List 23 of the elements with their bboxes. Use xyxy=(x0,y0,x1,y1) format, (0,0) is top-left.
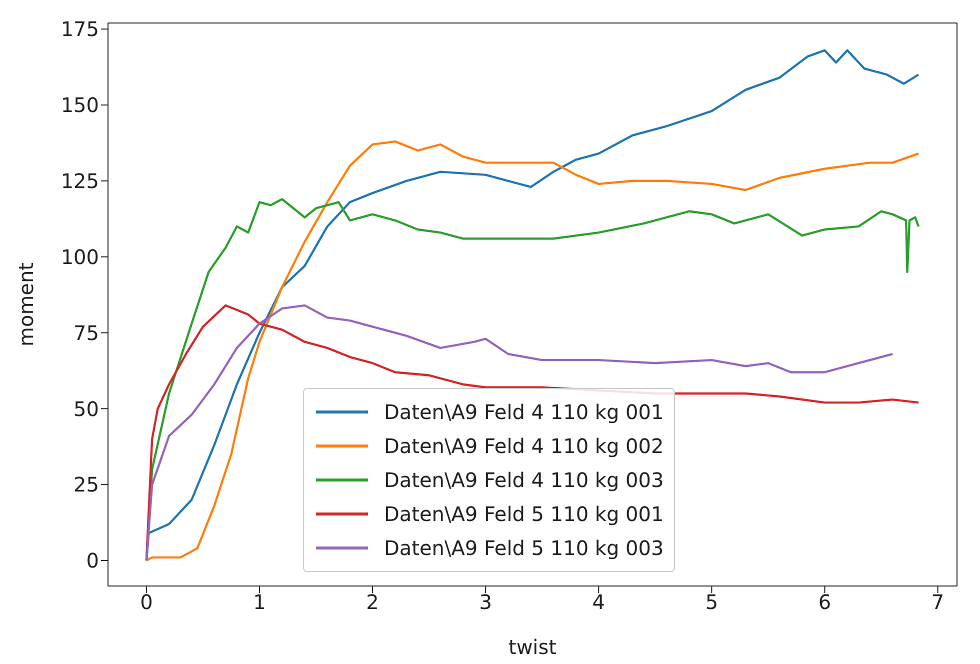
y-tick-label: 100 xyxy=(60,244,99,269)
legend-label: Daten\A9 Feld 4 110 kg 001 xyxy=(384,400,664,424)
y-tick-label: 50 xyxy=(74,396,99,421)
y-tick-label: 125 xyxy=(60,169,99,194)
legend-label: Daten\A9 Feld 5 110 kg 001 xyxy=(384,502,664,526)
y-tick-label: 25 xyxy=(74,472,99,497)
y-tick-label: 0 xyxy=(86,548,99,573)
x-tick-label: 7 xyxy=(931,590,944,614)
x-tick-label: 6 xyxy=(818,590,832,614)
x-tick-label: 1 xyxy=(253,590,266,614)
x-tick-label: 2 xyxy=(366,590,379,614)
x-tick-label: 0 xyxy=(140,590,153,614)
y-axis-title: moment xyxy=(14,262,38,347)
x-axis-title: twist xyxy=(508,635,557,659)
x-tick-label: 4 xyxy=(592,590,605,614)
x-tick-label: 3 xyxy=(479,590,492,614)
legend-label: Daten\A9 Feld 5 110 kg 003 xyxy=(384,536,664,560)
y-tick-label: 75 xyxy=(74,320,99,345)
legend-label: Daten\A9 Feld 4 110 kg 003 xyxy=(384,468,664,492)
legend-label: Daten\A9 Feld 4 110 kg 002 xyxy=(384,434,664,458)
x-tick-label: 5 xyxy=(705,590,718,614)
y-tick-label: 175 xyxy=(60,17,99,42)
y-tick-label: 150 xyxy=(60,93,99,118)
